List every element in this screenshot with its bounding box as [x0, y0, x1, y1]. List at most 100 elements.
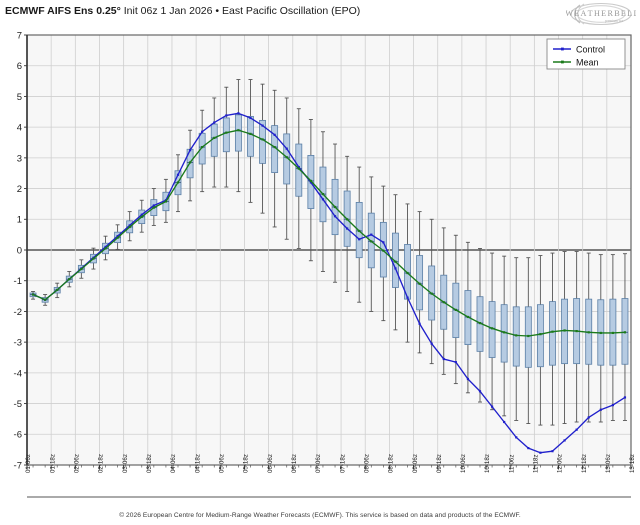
legend-label: Control	[576, 44, 605, 54]
series-point	[527, 334, 530, 338]
series-point	[297, 165, 300, 169]
box-iqr	[392, 232, 399, 288]
x-axis-tick-label: 06-06z	[267, 454, 274, 473]
series-point	[273, 146, 276, 149]
series-point	[623, 396, 627, 399]
series-point	[611, 404, 614, 407]
series-point	[418, 322, 421, 325]
series-point	[321, 198, 325, 201]
series-point	[333, 205, 337, 209]
logo-subtext: premium wx	[605, 19, 623, 23]
series-point	[346, 218, 349, 221]
series-point	[358, 238, 361, 241]
series-point	[213, 136, 216, 139]
series-point	[309, 179, 312, 182]
weatherbell-logo: W E A T H E R B E L L premium wx	[566, 1, 636, 27]
x-axis-tick-label: 12-06z	[557, 454, 564, 473]
series-point	[563, 439, 566, 442]
chart-legend: Control Mean	[546, 38, 626, 70]
series-point	[140, 213, 143, 216]
x-axis-tick-label: 13-06z	[605, 454, 612, 473]
box-iqr	[222, 117, 230, 153]
series-markers-mean	[31, 129, 627, 338]
series-point	[152, 204, 155, 207]
box-iqr	[283, 133, 291, 185]
series-point	[104, 245, 107, 249]
series-point	[273, 133, 276, 136]
y-axis-tick-label: 1	[17, 215, 22, 226]
series-point	[490, 405, 494, 408]
copyright-footer: © 2026 European Centre for Medium-Range …	[119, 512, 521, 519]
series-point	[201, 146, 204, 149]
series-point	[394, 260, 397, 263]
series-point	[587, 416, 590, 419]
series-point	[31, 293, 35, 296]
series-point	[406, 271, 409, 275]
series-point	[188, 161, 192, 164]
title-run-info: Init 06z 1 Jan 2026 • East Pacific Oscil…	[123, 5, 361, 17]
boxplot-item	[198, 109, 206, 193]
series-point	[116, 235, 119, 238]
series-point	[370, 233, 373, 236]
series-point	[575, 428, 578, 431]
y-axis-tick-label: -4	[14, 368, 22, 379]
series-point	[466, 315, 470, 319]
box-iqr	[549, 301, 556, 366]
y-axis-tick-label: 0	[17, 245, 22, 256]
series-point	[128, 225, 131, 229]
series-point	[309, 181, 312, 184]
y-axis-tick-label: 6	[17, 61, 22, 72]
series-point	[249, 116, 252, 120]
series-point	[140, 215, 143, 218]
series-line-control	[32, 112, 626, 454]
series-point	[454, 361, 457, 364]
series-point	[346, 227, 349, 230]
series-point	[539, 451, 542, 454]
series-point	[225, 114, 228, 117]
logo-wordmark: W E A T H E R B E L L	[566, 9, 636, 18]
series-point	[249, 132, 252, 135]
series-point	[599, 331, 602, 335]
x-axis-tick-label: 13-18z	[629, 454, 636, 473]
y-axis-tick-label: 3	[17, 153, 22, 164]
series-point	[164, 200, 168, 203]
series-point	[418, 282, 421, 285]
series-point	[333, 215, 337, 218]
x-axis-tick-label: 01-06z	[25, 454, 32, 473]
series-point	[116, 236, 119, 239]
series-point	[442, 301, 445, 304]
x-axis-tick-label: 08-06z	[363, 454, 370, 473]
x-axis-tick-label: 06-18z	[291, 454, 298, 473]
x-axis-tick-label: 04-18z	[194, 454, 201, 473]
x-axis-tick-label: 11-18z	[533, 455, 540, 473]
y-axis-tick-label: -6	[14, 430, 22, 441]
series-point	[285, 156, 288, 159]
legend-marker	[561, 60, 564, 64]
series-point	[503, 331, 506, 334]
series-point	[515, 436, 518, 439]
series-point	[225, 131, 228, 134]
y-axis-tick-label: -7	[14, 460, 22, 471]
legend-marker	[561, 47, 564, 51]
series-point	[539, 333, 542, 336]
series-point	[261, 124, 264, 127]
series-point	[527, 447, 530, 450]
page-title: ECMWF AIFS Ens 0.25° Init 06z 1 Jan 2026…	[5, 5, 360, 17]
series-point	[623, 331, 627, 334]
epo-ensemble-chart: 7 6 5 4 3 2 1 0 -1 -2 -3 -4 -5 -6 -701-06zThu01-18zThu…	[0, 28, 640, 498]
x-axis-tick-label: 05-06z	[218, 454, 225, 473]
x-axis-tick-label: 09-06z	[412, 454, 419, 473]
series-point	[466, 377, 470, 381]
series-point	[285, 147, 288, 150]
x-axis-tick-label: 02-06z	[74, 454, 81, 473]
series-point	[430, 292, 433, 295]
series-point	[490, 327, 494, 330]
series-line-mean	[32, 129, 625, 337]
series-point	[237, 112, 240, 115]
series-point	[406, 296, 409, 299]
series-point	[478, 322, 482, 325]
series-point	[478, 390, 482, 393]
x-axis-tick-label: 02-18z	[98, 454, 105, 473]
series-point	[442, 357, 445, 361]
x-axis-tick-label: 04-06z	[170, 454, 177, 473]
